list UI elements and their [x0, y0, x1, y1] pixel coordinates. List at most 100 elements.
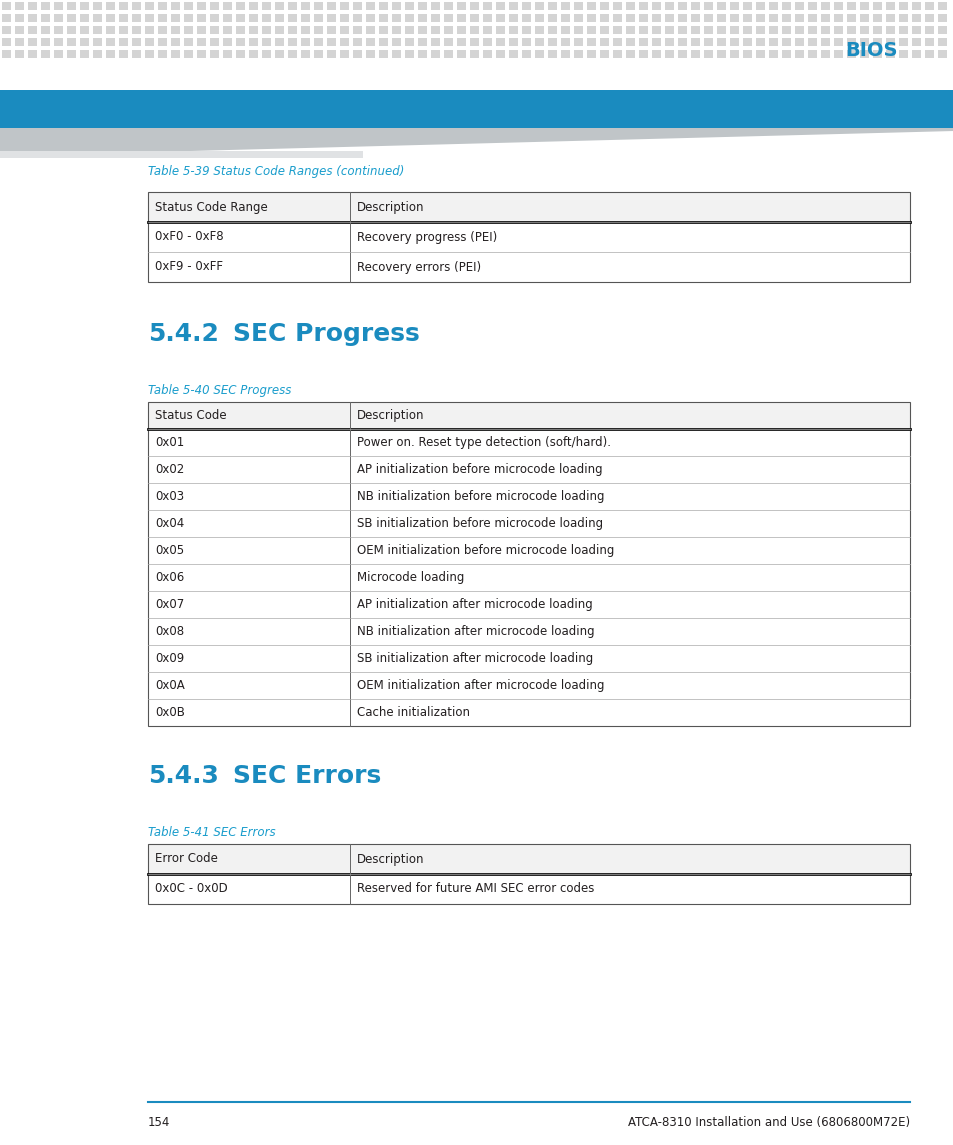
Bar	[262, 26, 271, 34]
Bar	[443, 14, 453, 22]
Bar	[821, 26, 829, 34]
Bar	[54, 14, 63, 22]
Bar	[456, 26, 465, 34]
Text: 0x08: 0x08	[154, 625, 184, 638]
Bar	[768, 38, 778, 46]
Bar	[301, 26, 310, 34]
Bar	[833, 14, 842, 22]
Bar	[67, 14, 76, 22]
Bar	[392, 38, 400, 46]
Bar	[703, 2, 712, 10]
Text: OEM initialization before microcode loading: OEM initialization before microcode load…	[356, 544, 614, 556]
Bar	[92, 26, 102, 34]
Text: 0x03: 0x03	[154, 490, 184, 503]
Bar	[690, 38, 700, 46]
Bar	[417, 50, 427, 58]
Bar	[0, 90, 953, 128]
Bar	[132, 2, 141, 10]
Bar	[690, 50, 700, 58]
Bar	[535, 50, 543, 58]
Bar	[924, 26, 933, 34]
Bar	[405, 26, 414, 34]
Bar	[145, 26, 153, 34]
Bar	[690, 14, 700, 22]
Bar	[613, 2, 621, 10]
Bar	[15, 38, 24, 46]
Bar	[158, 14, 167, 22]
Bar	[15, 2, 24, 10]
Bar	[937, 50, 946, 58]
Bar	[223, 38, 232, 46]
Text: OEM initialization after microcode loading: OEM initialization after microcode loadi…	[356, 679, 604, 692]
Bar	[911, 2, 920, 10]
Bar	[148, 192, 909, 222]
Bar	[781, 14, 790, 22]
Text: Table 5-40 SEC Progress: Table 5-40 SEC Progress	[148, 384, 291, 397]
Bar	[729, 38, 739, 46]
Bar	[742, 2, 751, 10]
Bar	[456, 2, 465, 10]
Bar	[41, 14, 50, 22]
Text: ATCA-8310 Installation and Use (6806800M72E): ATCA-8310 Installation and Use (6806800M…	[627, 1116, 909, 1129]
Text: 0x06: 0x06	[154, 571, 184, 584]
Bar	[664, 50, 673, 58]
Bar	[210, 14, 219, 22]
Bar	[145, 2, 153, 10]
Text: 0x04: 0x04	[154, 518, 184, 530]
Bar	[249, 38, 257, 46]
Bar	[535, 14, 543, 22]
Bar	[417, 14, 427, 22]
Bar	[196, 38, 206, 46]
Text: NB initialization before microcode loading: NB initialization before microcode loadi…	[356, 490, 604, 503]
Bar	[405, 38, 414, 46]
Bar	[729, 26, 739, 34]
Bar	[171, 14, 180, 22]
Bar	[314, 14, 323, 22]
Bar	[15, 26, 24, 34]
Bar	[859, 38, 868, 46]
Bar	[885, 14, 894, 22]
Bar	[314, 26, 323, 34]
Bar	[807, 26, 816, 34]
Bar	[911, 38, 920, 46]
Bar	[262, 50, 271, 58]
Bar	[106, 2, 115, 10]
Bar	[210, 26, 219, 34]
Bar	[443, 50, 453, 58]
Bar	[106, 14, 115, 22]
Bar	[625, 2, 635, 10]
Bar	[846, 14, 855, 22]
Text: Error Code: Error Code	[154, 853, 217, 866]
Bar	[235, 38, 245, 46]
Bar	[80, 38, 89, 46]
Bar	[678, 14, 686, 22]
Bar	[443, 26, 453, 34]
Bar	[366, 14, 375, 22]
Bar	[67, 38, 76, 46]
Bar	[807, 50, 816, 58]
Bar	[249, 2, 257, 10]
Bar	[158, 38, 167, 46]
Bar	[794, 38, 803, 46]
Bar	[651, 38, 660, 46]
Text: SEC Progress: SEC Progress	[233, 322, 419, 346]
Bar	[781, 38, 790, 46]
Bar	[2, 26, 11, 34]
Bar	[158, 26, 167, 34]
Text: 5.4.3: 5.4.3	[148, 764, 218, 788]
Bar	[171, 50, 180, 58]
Bar	[755, 50, 764, 58]
Bar	[288, 38, 296, 46]
Bar	[872, 50, 882, 58]
Bar	[2, 38, 11, 46]
Bar	[821, 14, 829, 22]
Bar	[2, 14, 11, 22]
Bar	[482, 14, 492, 22]
Text: AP initialization after microcode loading: AP initialization after microcode loadin…	[356, 598, 592, 611]
Bar	[249, 26, 257, 34]
Text: 0x01: 0x01	[154, 436, 184, 449]
Bar	[496, 50, 504, 58]
Bar	[67, 50, 76, 58]
Bar	[521, 38, 531, 46]
Bar	[885, 50, 894, 58]
